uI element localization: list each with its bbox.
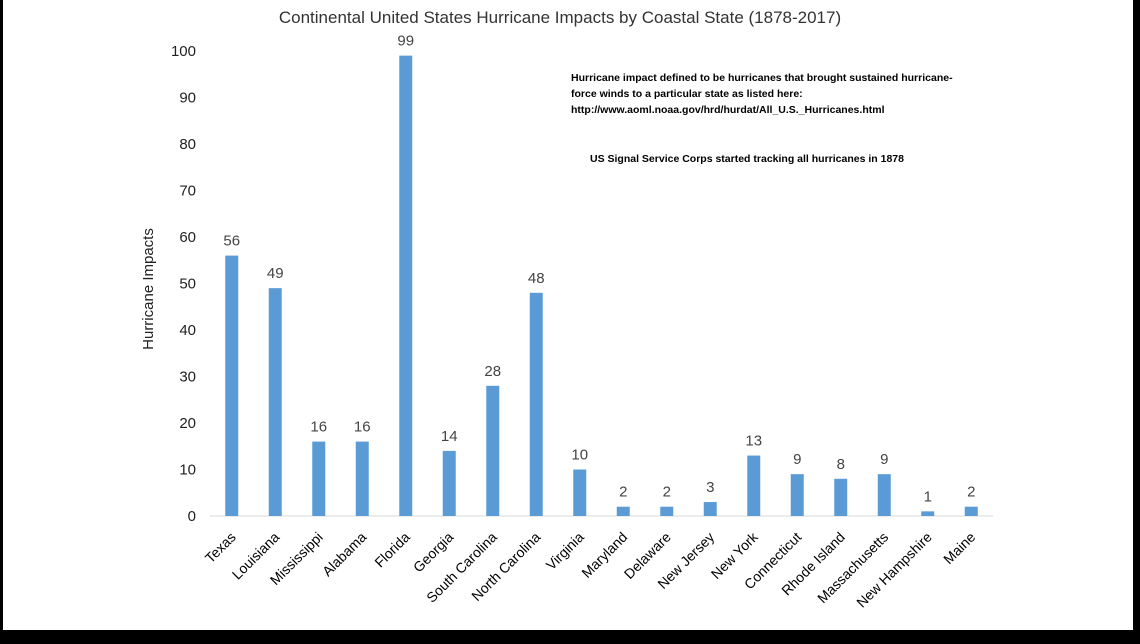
y-tick-label: 50 — [179, 276, 196, 293]
bar — [660, 506, 674, 516]
y-tick-label: 40 — [179, 322, 196, 339]
data-label: 10 — [571, 447, 588, 464]
y-tick-label: 30 — [179, 369, 196, 386]
right-frame-border — [1133, 0, 1140, 644]
data-label: 3 — [706, 479, 714, 496]
y-tick-label: 80 — [179, 136, 196, 153]
y-tick-label: 60 — [179, 229, 196, 246]
definition-note-line-2: force winds to a particular state as lis… — [571, 88, 803, 100]
bar — [312, 441, 326, 516]
data-label: 2 — [619, 484, 627, 501]
bar — [703, 502, 717, 516]
y-tick-label: 10 — [179, 462, 196, 479]
bar — [399, 55, 413, 517]
data-label: 14 — [441, 428, 458, 445]
y-tick-label: 100 — [171, 43, 196, 60]
bar — [225, 255, 239, 516]
data-label: 9 — [793, 451, 801, 468]
y-tick-label: 70 — [179, 183, 196, 200]
data-labels-group: 56 49 16 16 99 14 28 48 10 2 2 3 13 9 8 9 1 2 — [223, 33, 975, 506]
bottom-frame-border — [0, 630, 1140, 644]
data-label: 2 — [967, 484, 975, 501]
bar — [790, 474, 804, 516]
bar — [834, 478, 848, 516]
y-axis-ticks: 0 10 20 30 40 50 60 70 80 90 100 — [171, 43, 196, 525]
tracking-note: US Signal Service Corps started tracking… — [590, 153, 904, 165]
data-label: 48 — [528, 270, 545, 287]
definition-note: Hurricane impact defined to be hurricane… — [571, 72, 953, 116]
bar — [486, 385, 500, 516]
bar — [355, 441, 369, 516]
x-tick-label: Maine — [940, 529, 978, 567]
bar — [268, 288, 282, 516]
bars-group — [225, 55, 978, 517]
bar — [921, 511, 935, 516]
definition-note-line-3: http://www.aoml.noaa.gov/hrd/hurdat/All_… — [571, 104, 885, 116]
data-label: 16 — [310, 419, 327, 436]
bar — [964, 506, 978, 516]
definition-note-line-1: Hurricane impact defined to be hurricane… — [571, 72, 953, 84]
data-label: 8 — [837, 456, 845, 473]
hurricane-bar-chart: Continental United States Hurricane Impa… — [140, 8, 993, 611]
bar — [877, 474, 891, 516]
data-label: 16 — [354, 419, 371, 436]
data-label: 99 — [397, 33, 414, 50]
left-frame-border — [0, 0, 3, 644]
data-label: 28 — [484, 363, 501, 380]
data-label: 1 — [924, 488, 932, 505]
data-label: 56 — [223, 233, 240, 250]
y-tick-label: 20 — [179, 415, 196, 432]
data-label: 2 — [663, 484, 671, 501]
y-tick-label: 0 — [188, 508, 196, 525]
x-tick-label: New Hampshire — [853, 529, 935, 611]
data-label: 13 — [745, 433, 762, 450]
bar — [442, 450, 456, 516]
x-tick-label: Alabama — [319, 529, 370, 580]
x-tick-label: Florida — [371, 529, 413, 571]
bar — [573, 469, 587, 516]
bar — [529, 292, 543, 516]
chart-title: Continental United States Hurricane Impa… — [279, 8, 841, 27]
data-label: 9 — [880, 451, 888, 468]
data-label: 49 — [267, 265, 284, 282]
y-tick-label: 90 — [179, 90, 196, 107]
bar — [747, 455, 761, 516]
bar — [616, 506, 630, 516]
x-tick-label: Texas — [202, 529, 239, 566]
y-axis-label: Hurricane Impacts — [140, 228, 157, 350]
